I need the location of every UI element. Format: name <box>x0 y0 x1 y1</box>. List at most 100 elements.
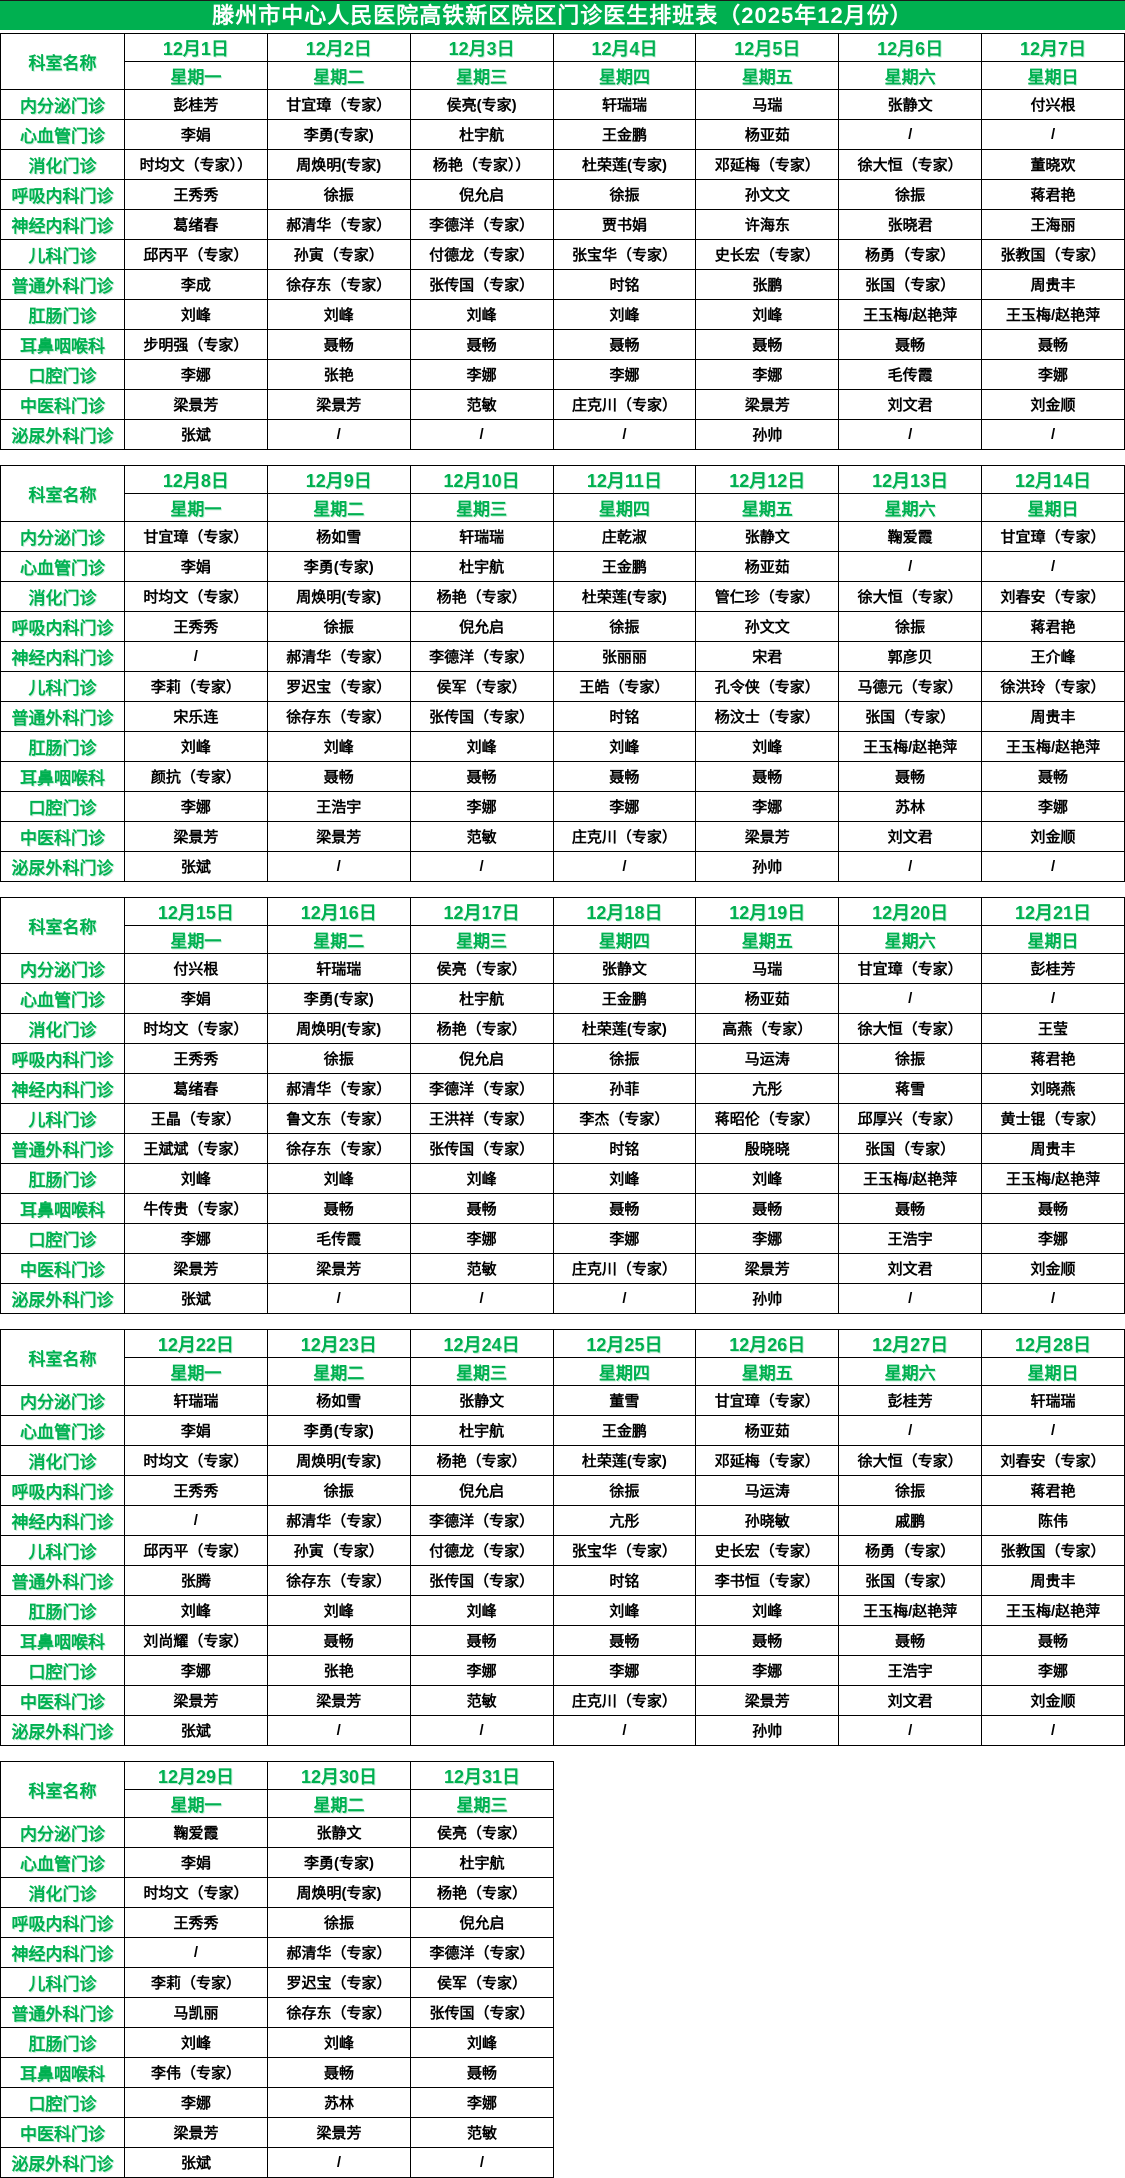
schedule-cell: 李娜 <box>981 359 1125 390</box>
schedule-cell: 张传国（专家） <box>409 1565 554 1596</box>
schedule-cell: 刘峰 <box>695 731 840 762</box>
schedule-cell: 张传国（专家） <box>409 269 554 300</box>
schedule-cell: / <box>123 641 268 672</box>
schedule-cell: 徐振 <box>552 1043 697 1074</box>
department-name: 儿科门诊 <box>0 671 125 702</box>
schedule-cell: 轩瑞瑞 <box>552 89 697 120</box>
schedule-cell: 李德洋（专家） <box>409 1073 554 1104</box>
schedule-cell: 宋君 <box>695 641 840 672</box>
department-name: 呼吸内科门诊 <box>0 1043 125 1074</box>
schedule-cell: 杨如雪 <box>266 521 411 552</box>
schedule-cell: 刘峰 <box>123 299 268 330</box>
schedule-cell: 刘春安（专家） <box>981 581 1125 612</box>
date-header: 12月9日 <box>266 465 411 494</box>
schedule-cell: 张国（专家） <box>838 1565 983 1596</box>
schedule-cell: / <box>981 1283 1125 1314</box>
schedule-cell: / <box>410 2147 554 2178</box>
schedule-cell: / <box>266 1283 411 1314</box>
schedule-cell: / <box>267 2147 411 2178</box>
schedule-cell: 王玉梅/赵艳萍 <box>981 731 1125 762</box>
schedule-cell: 王玉梅/赵艳萍 <box>838 1595 983 1626</box>
schedule-cell: 杨亚茹 <box>695 119 840 150</box>
department-name: 肛肠门诊 <box>0 2027 125 2058</box>
schedule-cell: 倪允启 <box>409 179 554 210</box>
schedule-cell: 周贵丰 <box>981 1565 1125 1596</box>
schedule-cell: 梁景芳 <box>695 1253 840 1284</box>
date-header: 12月26日 <box>695 1329 840 1358</box>
schedule-cell: 梁景芳 <box>266 1253 411 1284</box>
schedule-cell: 张斌 <box>123 419 268 450</box>
schedule-cell: 徐振 <box>266 1043 411 1074</box>
department-name: 内分泌门诊 <box>0 521 125 552</box>
schedule-cell: 轩瑞瑞 <box>266 953 411 984</box>
schedule-cell: 孙晓敏 <box>695 1505 840 1536</box>
schedule-cell: / <box>838 119 983 150</box>
week-table-1: 科室名称 12月1日 12月2日 12月3日 12月4日 12月5日 12月6日 12月7日星… <box>0 33 1125 450</box>
schedule-cell: 徐存东（专家） <box>266 701 411 732</box>
schedule-cell: 杜宇航 <box>410 1847 554 1878</box>
weekday-header: 星期日 <box>981 925 1125 954</box>
schedule-cell: 王浩宇 <box>266 791 411 822</box>
schedule-cell: / <box>981 1715 1125 1746</box>
schedule-cell: 聂畅 <box>409 1625 554 1656</box>
schedule-cell: 颜抗（专家） <box>123 761 268 792</box>
schedule-cell: / <box>124 1937 268 1968</box>
schedule-cell: 杜宇航 <box>409 983 554 1014</box>
week-table-3: 科室名称 12月15日 12月16日 12月17日 12月18日 12月19日 12月20日… <box>0 897 1125 1314</box>
date-header: 12月6日 <box>838 33 983 62</box>
department-name: 神经内科门诊 <box>0 1937 125 1968</box>
schedule-cell: 刘峰 <box>409 731 554 762</box>
schedule-cell: 孙菲 <box>552 1073 697 1104</box>
schedule-cell: 李娜 <box>981 791 1125 822</box>
schedule-cell: 黄士锟（专家） <box>981 1103 1125 1134</box>
schedule-cell: 张国（专家） <box>838 701 983 732</box>
schedule-cell: 刘文君 <box>838 1253 983 1284</box>
date-header: 12月21日 <box>981 897 1125 926</box>
department-name: 内分泌门诊 <box>0 1817 125 1848</box>
schedule-cell: 张晓君 <box>838 209 983 240</box>
schedule-cell: 刘尚耀（专家） <box>123 1625 268 1656</box>
department-name: 口腔门诊 <box>0 2087 125 2118</box>
schedule-cell: / <box>409 1283 554 1314</box>
schedule-cell: 李娜 <box>552 1655 697 1686</box>
schedule-cell: 管仁珍（专家） <box>695 581 840 612</box>
schedule-cell: 马运涛 <box>695 1043 840 1074</box>
schedule-cell: / <box>981 851 1125 882</box>
department-name: 中医科门诊 <box>0 2117 125 2148</box>
schedule-cell: 梁景芳 <box>266 821 411 852</box>
date-header: 12月22日 <box>123 1329 268 1358</box>
schedule-cell: 杜荣莲(专家) <box>552 149 697 180</box>
schedule-cell: 马运涛 <box>695 1475 840 1506</box>
schedule-cell: 杨艳（专家） <box>410 1877 554 1908</box>
department-name: 肛肠门诊 <box>0 299 125 330</box>
schedule-cell: 李德洋（专家） <box>409 1505 554 1536</box>
weekday-header: 星期一 <box>123 61 268 90</box>
schedule-cell: 刘文君 <box>838 821 983 852</box>
department-name: 儿科门诊 <box>0 1103 125 1134</box>
schedule-cell: 李娜 <box>695 791 840 822</box>
schedule-cell: 侯亮（专家） <box>409 953 554 984</box>
schedule-cell: 侯亮（专家） <box>410 1817 554 1848</box>
schedule-cell: 梁景芳 <box>123 821 268 852</box>
weekday-header: 星期日 <box>981 61 1125 90</box>
weeks-container: 科室名称 12月1日 12月2日 12月3日 12月4日 12月5日 12月6日 12月7日星… <box>0 33 1125 2178</box>
department-name: 泌尿外科门诊 <box>0 419 125 450</box>
schedule-cell: 彭桂芳 <box>981 953 1125 984</box>
schedule-cell: 刘金顺 <box>981 1253 1125 1284</box>
schedule-cell: 时均文（专家） <box>123 581 268 612</box>
weekday-header: 星期一 <box>123 1357 268 1386</box>
schedule-cell: 王海丽 <box>981 209 1125 240</box>
schedule-cell: 李书恒（专家） <box>695 1565 840 1596</box>
schedule-cell: 梁景芳 <box>124 2117 268 2148</box>
schedule-cell: 刘峰 <box>123 1163 268 1194</box>
date-header: 12月24日 <box>409 1329 554 1358</box>
schedule-cell: 李莉（专家） <box>123 671 268 702</box>
schedule-cell: 李娜 <box>409 1655 554 1686</box>
schedule-cell: 董晓欢 <box>981 149 1125 180</box>
schedule-cell: 杜宇航 <box>409 551 554 582</box>
schedule-cell: 王秀秀 <box>123 611 268 642</box>
schedule-cell: 刘峰 <box>410 2027 554 2058</box>
schedule-cell: 王金鹏 <box>552 983 697 1014</box>
date-header: 12月31日 <box>410 1761 554 1790</box>
